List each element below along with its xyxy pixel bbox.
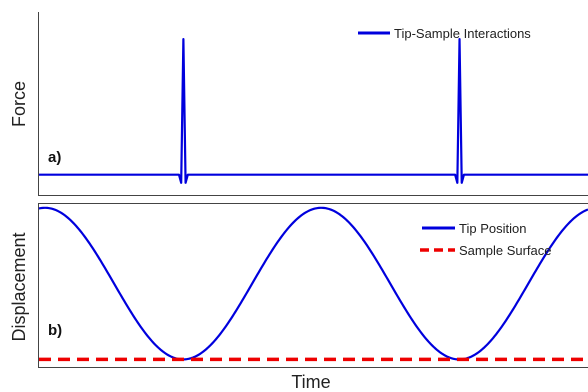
legend-label-sample-surface: Sample Surface — [459, 243, 552, 258]
panel-b-legend: Tip Position Sample Surface — [420, 221, 552, 258]
panel-b-xlabel: Time — [291, 372, 330, 392]
panel-a-force: Force a) Tip-Sample Interactions — [9, 12, 588, 196]
panel-a-tag: a) — [48, 149, 61, 166]
force-series-line — [39, 38, 588, 184]
panel-b-tag: b) — [48, 322, 62, 339]
panel-a-legend: Tip-Sample Interactions — [358, 26, 531, 41]
panel-b-ylabel: Displacement — [9, 232, 29, 341]
legend-label-tip-position: Tip Position — [459, 221, 526, 236]
panel-a-ylabel: Force — [9, 81, 29, 127]
tip-position-series-line — [38, 206, 588, 361]
panel-b-displacement: Displacement b) Time Tip Position Sample… — [9, 203, 588, 392]
legend-label-tip-sample-interactions: Tip-Sample Interactions — [394, 26, 531, 41]
